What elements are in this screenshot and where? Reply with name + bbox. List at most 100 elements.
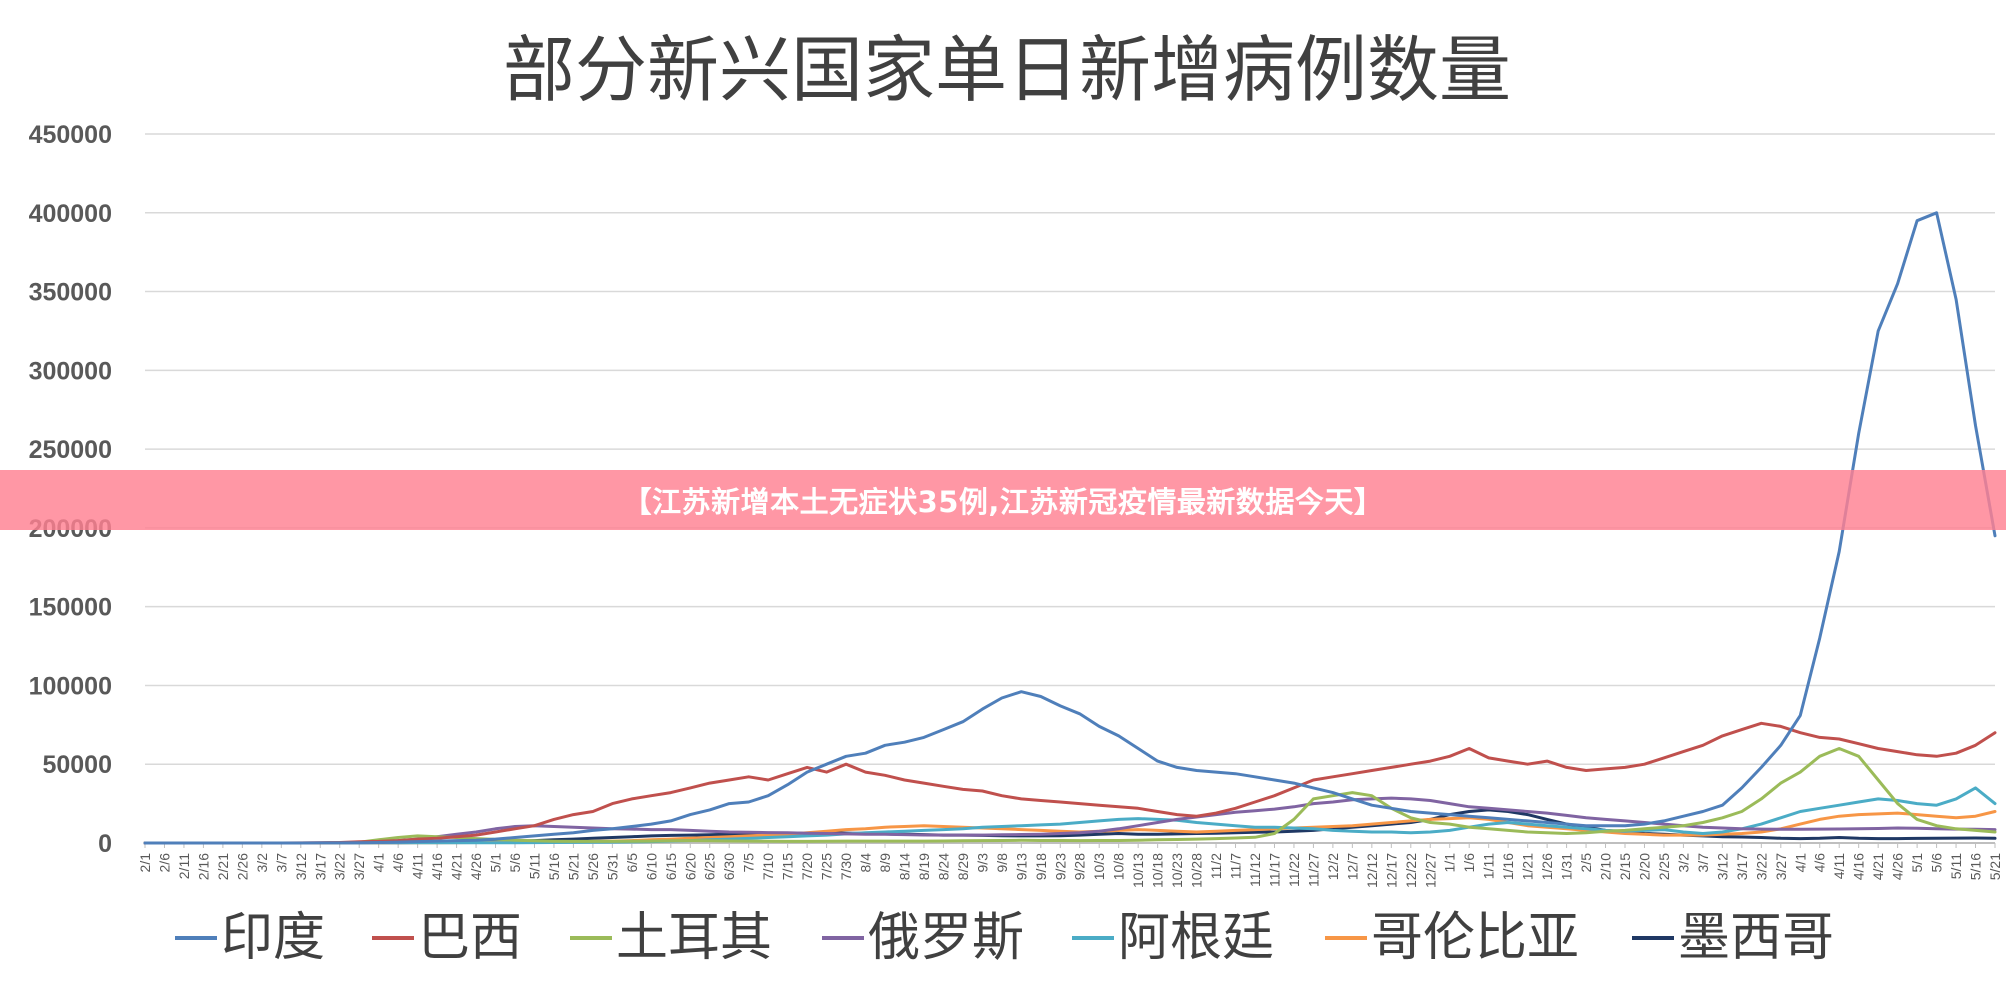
x-tick-label: 6/5: [624, 853, 640, 873]
x-tick-label: 5/16: [546, 853, 562, 880]
y-tick-label: 250000: [29, 436, 112, 464]
x-tick-label: 2/25: [1656, 853, 1672, 880]
legend-label: 土耳其: [616, 908, 772, 968]
x-axis-ticks: 2/1 2/6 2/11 2/16 2/21 2/26 3/2 3/7 3/12 3/17 3/22…: [137, 843, 2003, 888]
x-tick-label: 2/5: [1578, 853, 1594, 873]
x-tick-label: 4/16: [429, 853, 445, 880]
legend-label: 俄罗斯: [868, 908, 1024, 968]
x-tick-label: 7/30: [838, 853, 854, 880]
x-tick-label: 10/8: [1111, 853, 1127, 880]
x-tick-label: 7/15: [780, 853, 796, 880]
x-tick-label: 9/28: [1072, 853, 1088, 880]
x-tick-label: 12/27: [1422, 853, 1438, 888]
x-tick-label: 2/10: [1598, 853, 1614, 880]
x-tick-label: 1/21: [1520, 853, 1536, 880]
x-tick-label: 12/2: [1325, 853, 1341, 880]
x-tick-label: 11/7: [1228, 853, 1244, 879]
y-tick-label: 400000: [29, 200, 112, 228]
y-tick-label: 300000: [29, 357, 112, 385]
x-tick-label: 9/3: [974, 853, 990, 873]
y-tick-label: 350000: [29, 279, 112, 307]
x-tick-label: 5/1: [1909, 853, 1925, 873]
x-tick-label: 5/6: [507, 853, 523, 873]
x-tick-label: 6/15: [663, 853, 679, 880]
x-tick-label: 3/22: [332, 853, 348, 880]
x-tick-label: 11/2: [1208, 853, 1224, 879]
y-axis-ticks: 0500001000001500002000002500003000003500…: [29, 121, 112, 858]
x-tick-label: 4/11: [410, 853, 426, 879]
x-tick-label: 2/20: [1636, 853, 1652, 880]
x-tick-label: 3/17: [312, 853, 328, 880]
x-tick-label: 10/13: [1130, 853, 1146, 888]
x-tick-label: 3/17: [1734, 853, 1750, 880]
x-tick-label: 9/23: [1052, 853, 1068, 880]
x-tick-label: 12/12: [1364, 853, 1380, 888]
x-tick-label: 8/19: [916, 853, 932, 880]
x-tick-label: 2/15: [1617, 853, 1633, 880]
x-tick-label: 2/6: [156, 853, 172, 873]
x-tick-label: 11/12: [1247, 853, 1263, 887]
x-tick-label: 8/14: [896, 853, 912, 880]
x-tick-label: 8/29: [955, 853, 971, 880]
x-tick-label: 11/27: [1305, 853, 1321, 887]
x-tick-label: 4/6: [390, 853, 406, 873]
x-tick-label: 3/7: [273, 853, 289, 873]
x-tick-label: 6/10: [643, 853, 659, 880]
x-tick-label: 2/21: [215, 853, 231, 880]
x-tick-label: 5/31: [604, 853, 620, 880]
headline-banner[interactable]: 【江苏新增本土无症状35例,江苏新冠疫情最新数据今天】: [0, 470, 2006, 530]
x-tick-label: 10/28: [1189, 853, 1205, 888]
x-tick-label: 1/31: [1559, 853, 1575, 880]
x-tick-label: 1/16: [1500, 853, 1516, 880]
x-tick-label: 4/21: [1870, 853, 1886, 880]
x-tick-label: 3/12: [293, 853, 309, 880]
y-tick-label: 450000: [29, 121, 112, 149]
x-tick-label: 5/11: [1948, 853, 1964, 879]
legend-label: 阿根廷: [1118, 908, 1274, 968]
x-tick-label: 8/4: [858, 853, 874, 873]
x-tick-label: 3/22: [1753, 853, 1769, 880]
x-tick-label: 4/11: [1831, 853, 1847, 879]
x-tick-label: 4/26: [468, 853, 484, 880]
x-tick-label: 4/16: [1851, 853, 1867, 880]
x-tick-label: 3/27: [1773, 853, 1789, 880]
x-tick-label: 6/20: [682, 853, 698, 880]
x-tick-label: 5/1: [488, 853, 504, 873]
x-tick-label: 1/11: [1481, 853, 1497, 879]
y-tick-label: 100000: [29, 672, 112, 700]
x-tick-label: 7/10: [760, 853, 776, 880]
x-tick-label: 1/1: [1442, 853, 1458, 873]
x-tick-label: 12/22: [1403, 853, 1419, 888]
x-tick-label: 2/26: [234, 853, 250, 880]
x-tick-label: 4/21: [449, 853, 465, 880]
x-tick-label: 5/6: [1929, 853, 1945, 873]
x-tick-label: 1/6: [1461, 853, 1477, 873]
x-tick-label: 11/17: [1266, 853, 1282, 887]
x-tick-label: 8/24: [935, 853, 951, 880]
y-tick-label: 150000: [29, 594, 112, 622]
x-tick-label: 5/11: [526, 853, 542, 879]
y-tick-label: 50000: [42, 751, 112, 779]
x-tick-label: 6/30: [721, 853, 737, 880]
x-tick-label: 5/26: [585, 853, 601, 880]
legend-label: 巴西: [418, 908, 522, 968]
x-tick-label: 10/18: [1150, 853, 1166, 888]
x-tick-label: 12/7: [1344, 853, 1360, 880]
headline-banner-text: 【江苏新增本土无症状35例,江苏新冠疫情最新数据今天】: [622, 485, 1384, 519]
x-tick-label: 2/16: [195, 853, 211, 880]
x-tick-label: 9/13: [1013, 853, 1029, 880]
series-line-0: [143, 211, 1997, 845]
x-tick-label: 3/2: [1675, 853, 1691, 873]
x-tick-label: 9/18: [1033, 853, 1049, 880]
x-tick-label: 6/25: [702, 853, 718, 880]
x-tick-label: 10/3: [1091, 853, 1107, 880]
series-line-4: [143, 786, 1997, 845]
x-tick-label: 12/17: [1383, 853, 1399, 888]
x-tick-label: 3/27: [351, 853, 367, 880]
x-tick-label: 4/26: [1890, 853, 1906, 880]
x-tick-label: 3/12: [1714, 853, 1730, 880]
x-tick-label: 7/25: [819, 853, 835, 880]
legend-label: 墨西哥: [1678, 908, 1834, 968]
chart-title: 部分新兴国家单日新增病例数量: [503, 28, 1511, 112]
